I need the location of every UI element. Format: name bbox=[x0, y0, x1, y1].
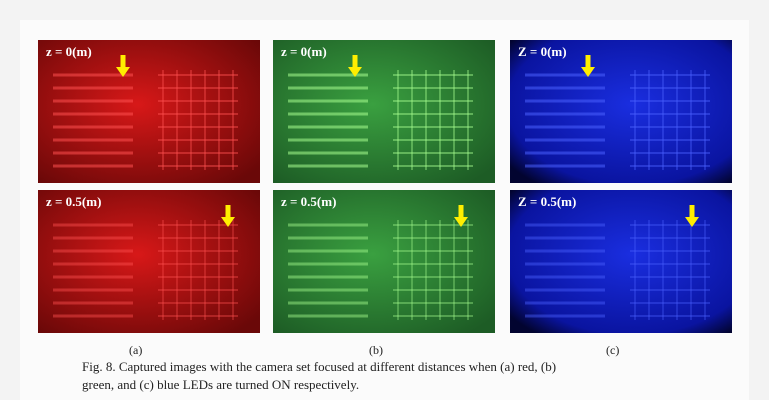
image-label: z = 0.5(m) bbox=[281, 194, 336, 209]
arrow-shaft bbox=[690, 205, 695, 217]
figure-caption: Fig. 8. Captured images with the camera … bbox=[82, 359, 556, 374]
arrow-shaft bbox=[586, 55, 591, 67]
image-label: Z = 0(m) bbox=[518, 44, 567, 59]
panel-label: (c) bbox=[606, 343, 619, 357]
arrow-shaft bbox=[353, 55, 358, 67]
arrow-shaft bbox=[121, 55, 126, 67]
image-label: Z = 0.5(m) bbox=[518, 194, 576, 209]
image-label: z = 0(m) bbox=[281, 44, 327, 59]
led-image bbox=[510, 40, 732, 183]
figure: Fig. 8. Captured images with the camera … bbox=[0, 0, 769, 400]
arrow-shaft bbox=[226, 205, 231, 217]
image-label: z = 0.5(m) bbox=[46, 194, 101, 209]
led-image bbox=[273, 40, 495, 183]
arrow-shaft bbox=[459, 205, 464, 217]
image-label: z = 0(m) bbox=[46, 44, 92, 59]
panel-label: (b) bbox=[369, 343, 383, 357]
led-image bbox=[38, 40, 260, 183]
figure-caption: green, and (c) blue LEDs are turned ON r… bbox=[82, 377, 359, 392]
panel-label: (a) bbox=[129, 343, 142, 357]
led-image bbox=[510, 190, 732, 333]
